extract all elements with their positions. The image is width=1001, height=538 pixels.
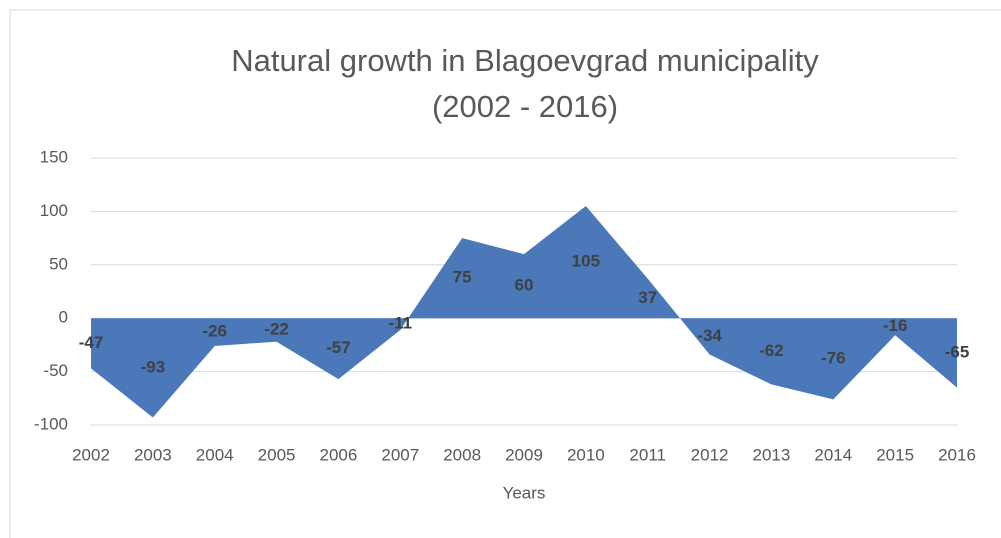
data-label: 60 <box>515 276 534 295</box>
area <box>91 206 957 418</box>
y-tick-label: 150 <box>40 147 68 166</box>
data-label: 105 <box>572 252 600 271</box>
x-tick-label: 2013 <box>753 445 791 464</box>
x-tick-label: 2006 <box>320 445 358 464</box>
x-tick-label: 2005 <box>258 445 296 464</box>
x-tick-label: 2004 <box>196 445 234 464</box>
x-tick-label: 2010 <box>567 445 605 464</box>
data-label: -34 <box>697 326 722 345</box>
data-label: -26 <box>202 322 227 341</box>
x-tick-label: 2015 <box>876 445 914 464</box>
x-tick-label: 2002 <box>72 445 110 464</box>
x-tick-label: 2003 <box>134 445 172 464</box>
data-label: -16 <box>883 316 908 335</box>
chart-title: Natural growth in Blagoevgrad municipali… <box>231 43 819 124</box>
data-label: -65 <box>945 342 970 361</box>
data-label: -93 <box>141 357 166 376</box>
data-label: 37 <box>638 288 657 307</box>
data-label: -57 <box>326 338 351 357</box>
x-tick-label: 2011 <box>629 445 666 464</box>
y-tick-label: 100 <box>40 201 68 220</box>
x-tick-label: 2016 <box>938 445 976 464</box>
data-label: -62 <box>759 341 784 360</box>
y-tick-label: 0 <box>59 308 68 327</box>
y-tick-label: -50 <box>43 361 68 380</box>
chart-frame <box>9 9 1001 538</box>
data-label: -47 <box>79 333 104 352</box>
x-axis-label: Years <box>503 483 546 502</box>
x-tick-label: 2008 <box>443 445 481 464</box>
data-label: -22 <box>264 319 289 338</box>
data-label: -11 <box>388 314 412 333</box>
x-tick-label: 2007 <box>381 445 419 464</box>
data-label: 75 <box>453 268 472 287</box>
y-tick-label: 50 <box>49 254 68 273</box>
x-tick-label: 2009 <box>505 445 543 464</box>
x-tick-label: 2014 <box>814 445 852 464</box>
data-label: -76 <box>821 348 846 367</box>
x-tick-label: 2012 <box>691 445 729 464</box>
y-tick-label: -100 <box>34 414 68 433</box>
